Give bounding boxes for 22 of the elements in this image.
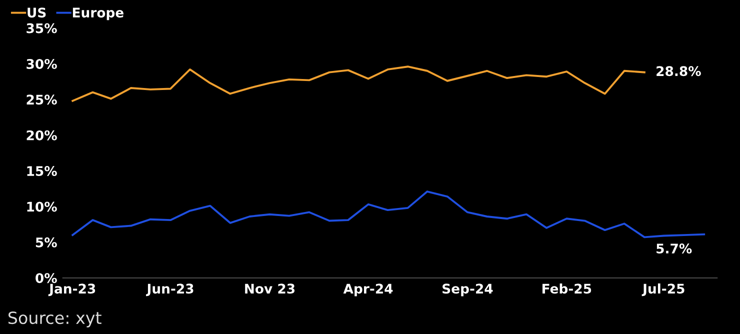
y-tick-label: 20%: [26, 130, 57, 140]
line-series: [72, 190, 706, 238]
y-tick-label: 30%: [26, 58, 57, 69]
y-tick-label: 35%: [26, 23, 57, 34]
x-tick-label: Sep-24: [442, 284, 493, 296]
y-tick-label: 15%: [27, 166, 57, 176]
line-series: [72, 66, 646, 102]
x-tick-label: Jun-23: [146, 284, 194, 296]
legend-label: Europe: [72, 8, 124, 20]
x-tick-label: Feb-25: [542, 283, 592, 294]
annotation: 5.7%: [656, 244, 692, 254]
y-tick-label: 0%: [36, 273, 57, 284]
y-tick-label: 25%: [26, 94, 57, 105]
y-tick-label: 5%: [36, 237, 57, 248]
annotation: 28.8%: [656, 66, 701, 76]
x-tick-label: Jul-25: [642, 283, 684, 296]
x-tick-label: Nov 23: [245, 284, 294, 294]
y-tick-label: 10%: [27, 202, 57, 212]
x-tick-label: Apr-24: [343, 284, 393, 296]
legend-label: US: [28, 8, 46, 18]
x-tick-label: Jan-23: [48, 284, 96, 296]
source-note: Source: xyt: [8, 311, 102, 328]
